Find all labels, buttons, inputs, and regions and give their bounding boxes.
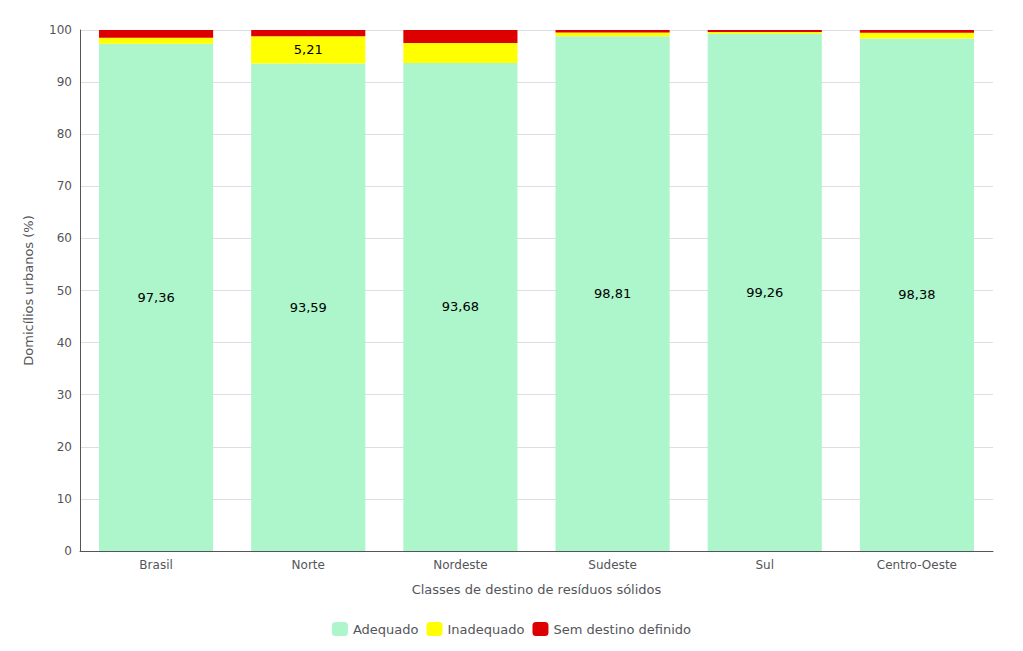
svg-text:Inadequado: Inadequado — [448, 622, 525, 637]
svg-text:50: 50 — [57, 284, 72, 298]
svg-text:Classes de destino de resíduos: Classes de destino de resíduos sólidos — [412, 582, 662, 597]
svg-text:80: 80 — [57, 127, 72, 141]
svg-text:98,38: 98,38 — [898, 287, 935, 302]
svg-text:Domicílios urbanos (%): Domicílios urbanos (%) — [21, 215, 36, 365]
svg-text:60: 60 — [57, 231, 72, 245]
svg-text:70: 70 — [57, 179, 72, 193]
svg-text:5,21: 5,21 — [294, 42, 323, 57]
svg-text:Sem destino definido: Sem destino definido — [553, 622, 691, 637]
svg-text:40: 40 — [57, 336, 72, 350]
svg-text:97,36: 97,36 — [137, 290, 174, 305]
svg-text:98,81: 98,81 — [594, 286, 631, 301]
svg-text:Nordeste: Nordeste — [433, 558, 487, 572]
svg-text:10: 10 — [57, 492, 72, 506]
svg-text:30: 30 — [57, 388, 72, 402]
svg-text:100: 100 — [49, 23, 72, 37]
svg-text:Sul: Sul — [755, 558, 774, 572]
svg-text:Sudeste: Sudeste — [588, 558, 637, 572]
svg-text:93,59: 93,59 — [290, 300, 327, 315]
svg-text:Norte: Norte — [292, 558, 325, 572]
svg-text:Adequado: Adequado — [353, 622, 419, 637]
svg-text:93,68: 93,68 — [442, 299, 479, 314]
svg-text:0: 0 — [64, 544, 72, 558]
svg-text:Centro-Oeste: Centro-Oeste — [877, 558, 957, 572]
svg-text:90: 90 — [57, 75, 72, 89]
svg-text:99,26: 99,26 — [746, 285, 783, 300]
svg-text:Brasil: Brasil — [139, 558, 172, 572]
svg-text:20: 20 — [57, 440, 72, 454]
